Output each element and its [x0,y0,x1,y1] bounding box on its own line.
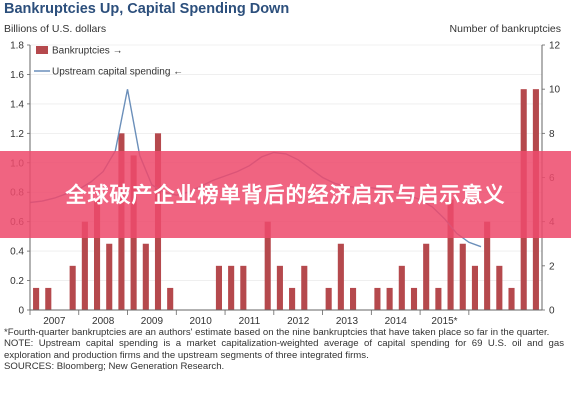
bankruptcies-bar [484,221,491,310]
right-axis-tick-label: 12 [549,41,561,52]
x-axis-tick-label: 2012 [287,316,310,327]
legend-capex-label: Upstream capital spending ← [52,67,183,78]
bankruptcies-bar [106,243,113,310]
bankruptcies-bar [325,287,332,310]
bankruptcies-bar [94,199,101,310]
bankruptcies-bar [508,287,515,310]
headline-banner-text: 全球破产企业榜单背后的经济启示与启示意义 [65,182,506,207]
bankruptcies-bar [410,287,418,310]
left-axis-tick-label: 0.4 [10,247,24,258]
left-axis-tick-label: 1.2 [10,129,24,140]
legend-bankruptcies-label: Bankruptcies → [52,46,123,57]
left-axis-tick-label: 1.4 [10,99,24,110]
bankruptcies-bar [398,265,405,310]
bankruptcies-bar [264,221,271,310]
bankruptcies-bar [374,287,381,310]
x-axis-tick-label: 2011 [239,316,261,327]
note-fourth-quarter: *Fourth-quarter bankruptcies are an auth… [4,327,550,338]
bankruptcies-bar [350,287,357,310]
bankruptcies-bar [496,265,503,310]
bankruptcies-bar [435,287,442,310]
chart-notes: *Fourth-quarter bankruptcies are an auth… [4,327,564,373]
legend-bankruptcies-swatch [36,46,48,54]
bankruptcies-bar [45,287,52,310]
right-axis-unit: Number of bankruptcies [449,23,561,35]
right-axis-tick-label: 0 [549,306,555,317]
x-axis-tick-label: 2014 [385,316,408,327]
bankruptcies-bar [69,265,76,310]
chart-title: Bankruptcies Up, Capital Spending Down [4,1,290,17]
left-axis-tick-label: 0 [18,306,24,317]
bankruptcies-bar [167,287,174,310]
note-capital-spending: NOTE: Upstream capital spending is a mar… [4,338,564,361]
left-axis-tick-label: 1.8 [10,41,24,52]
x-axis-tick-label: 2010 [190,316,213,327]
bankruptcies-bar [215,265,222,310]
right-axis-tick-label: 8 [549,129,555,140]
bankruptcies-bar [423,243,430,310]
bankruptcies-bar [459,243,466,310]
chart-legend: Bankruptcies → Upstream capital spending… [34,46,183,78]
bankruptcies-bar [337,243,344,310]
bankruptcies-bar [276,265,283,310]
headline-banner: 全球破产企业榜单背后的经济启示与启示意义 [0,151,571,238]
x-axis-tick-label: 2007 [43,316,66,327]
x-axis-tick-label: 2008 [92,316,115,327]
right-axis-tick-label: 2 [549,261,555,272]
left-axis-tick-label: 0.2 [10,276,24,287]
x-axis-tick-label: 2009 [141,316,164,327]
left-axis-unit: Billions of U.S. dollars [4,23,107,35]
bankruptcies-bar [228,265,235,310]
bankruptcies-bar [447,199,454,310]
bankruptcies-bar [33,287,40,310]
bankruptcies-bar [386,287,393,310]
note-sources: SOURCES: Bloomberg; New Generation Resea… [4,361,225,373]
bankruptcies-bar [301,265,308,310]
bankruptcies-bar [81,221,88,310]
x-axis-tick-label: 2013 [336,316,359,327]
bankruptcies-bar [142,243,149,310]
right-axis-tick-label: 10 [549,85,561,96]
left-axis-tick-label: 1.6 [10,70,24,81]
bankruptcies-bar [471,265,478,310]
bankruptcies-bar [289,287,296,310]
bankruptcies-bar [240,265,247,310]
x-axis-tick-label: 2015* [431,316,457,327]
